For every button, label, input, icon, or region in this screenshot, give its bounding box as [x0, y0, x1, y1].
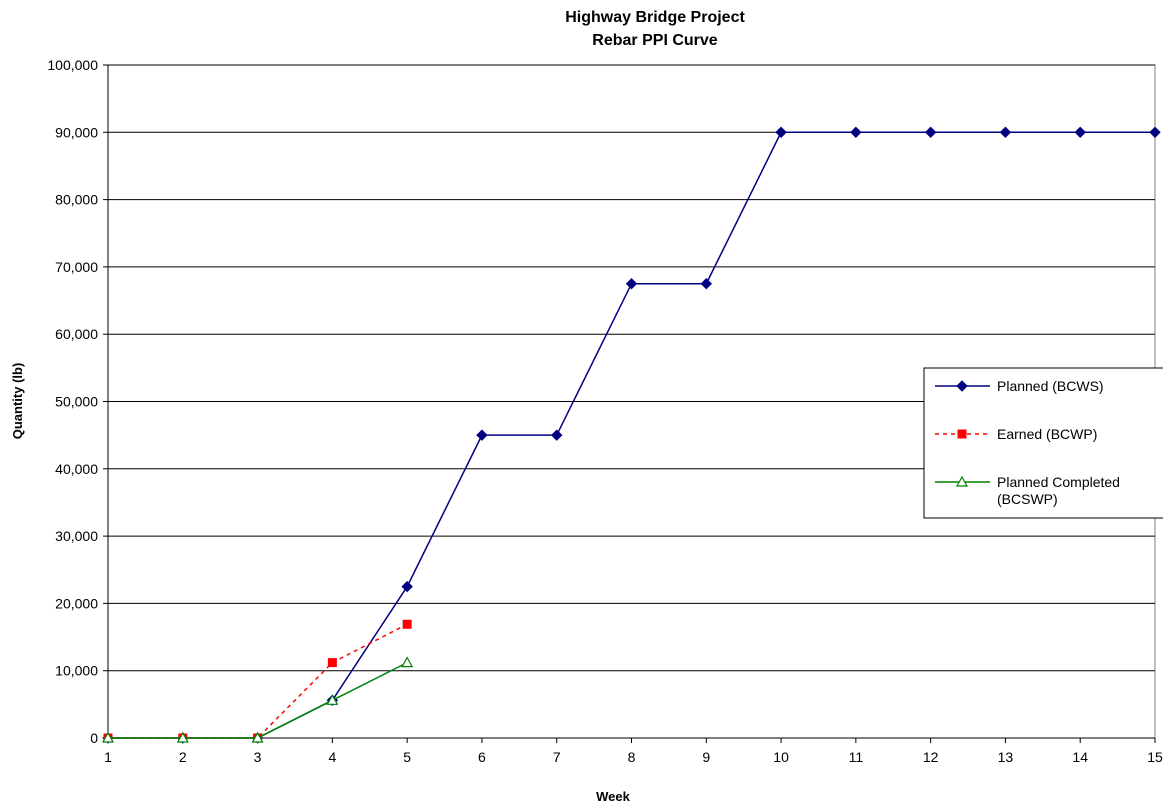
- x-tick-label: 6: [478, 749, 486, 765]
- data-point-planned-bcws: [551, 429, 563, 441]
- x-tick-label: 4: [328, 749, 336, 765]
- x-axis-label: Week: [596, 789, 630, 804]
- x-tick-label: 5: [403, 749, 411, 765]
- x-tick-label: 13: [998, 749, 1014, 765]
- chart-subtitle: Rebar PPI Curve: [592, 32, 717, 49]
- x-tick-label: 3: [254, 749, 262, 765]
- x-tick-label: 14: [1072, 749, 1088, 765]
- x-tick-label: 1: [104, 749, 112, 765]
- y-tick-label: 70,000: [55, 259, 98, 275]
- data-point-earned-bcwp: [402, 619, 412, 629]
- x-tick-label: 11: [849, 749, 864, 765]
- data-point-planned-bcws: [924, 126, 937, 139]
- data-point-planned-completed-bcswp: [326, 694, 339, 705]
- y-tick-label: 50,000: [55, 394, 98, 410]
- legend-label-planned-completed-bcswp: (BCSWP): [997, 491, 1058, 507]
- data-point-planned-completed-bcswp: [101, 731, 115, 743]
- x-tick-label: 15: [1147, 749, 1163, 765]
- x-tick-label: 7: [553, 749, 561, 765]
- data-point-planned-completed-bcswp: [176, 731, 189, 743]
- y-axis-ticks: 0 10,000 20,000 30,000 40,000 50,000 60,000 70,…: [47, 57, 108, 746]
- legend-label-earned-bcwp: Earned (BCWP): [997, 426, 1097, 442]
- data-point-planned-bcws: [775, 126, 787, 139]
- legend-box: [923, 367, 1163, 519]
- data-point-planned-bcws: [625, 278, 638, 290]
- data-point-planned-bcws: [999, 126, 1012, 139]
- data-point-earned-bcwp: [327, 658, 337, 668]
- x-tick-label: 8: [628, 749, 636, 765]
- legend-marker-earned-bcwp: [957, 429, 967, 439]
- data-point-planned-bcws: [700, 278, 712, 290]
- legend-label-planned-completed-bcswp: Planned Completed: [997, 474, 1120, 490]
- x-tick-label: 9: [702, 749, 710, 765]
- data-point-planned-bcws: [1074, 126, 1086, 139]
- x-tick-label: 10: [773, 749, 789, 765]
- y-tick-label: 0: [90, 730, 98, 746]
- legend: Planned (BCWS) Earned (BCWP) Planned Compl…: [923, 367, 1163, 519]
- y-tick-label: 80,000: [55, 192, 98, 208]
- legend-label-planned-bcws: Planned (BCWS): [997, 378, 1104, 394]
- y-tick-label: 30,000: [55, 528, 98, 544]
- data-point-planned-completed-bcswp: [251, 731, 264, 743]
- y-axis-label: Quantity (lb): [10, 363, 25, 440]
- series-layer: [101, 126, 1161, 744]
- gridlines: [108, 64, 1155, 672]
- y-tick-label: 60,000: [55, 326, 98, 342]
- data-point-planned-bcws: [401, 580, 413, 593]
- x-tick-label: 2: [179, 749, 187, 765]
- y-tick-label: 90,000: [55, 124, 98, 140]
- y-tick-label: 20,000: [55, 595, 98, 611]
- legend-marker-planned-bcws: [956, 380, 968, 392]
- y-tick-label: 10,000: [55, 663, 98, 679]
- x-tick-label: 12: [923, 749, 939, 765]
- legend-marker-planned-completed-bcswp: [955, 475, 969, 487]
- data-point-planned-completed-bcswp: [401, 656, 414, 668]
- series-planned-completed-bcswp: [101, 656, 414, 743]
- x-axis-ticks: 1 2 3 4 5 6 7 8 9 10 11 12 13 14 15: [104, 738, 1163, 765]
- chart-title: Highway Bridge Project: [565, 9, 745, 26]
- data-point-planned-bcws: [1149, 126, 1161, 139]
- data-point-planned-bcws: [476, 429, 488, 441]
- y-tick-label: 100,000: [47, 57, 98, 73]
- y-tick-label: 40,000: [55, 461, 98, 477]
- data-point-planned-bcws: [850, 126, 862, 139]
